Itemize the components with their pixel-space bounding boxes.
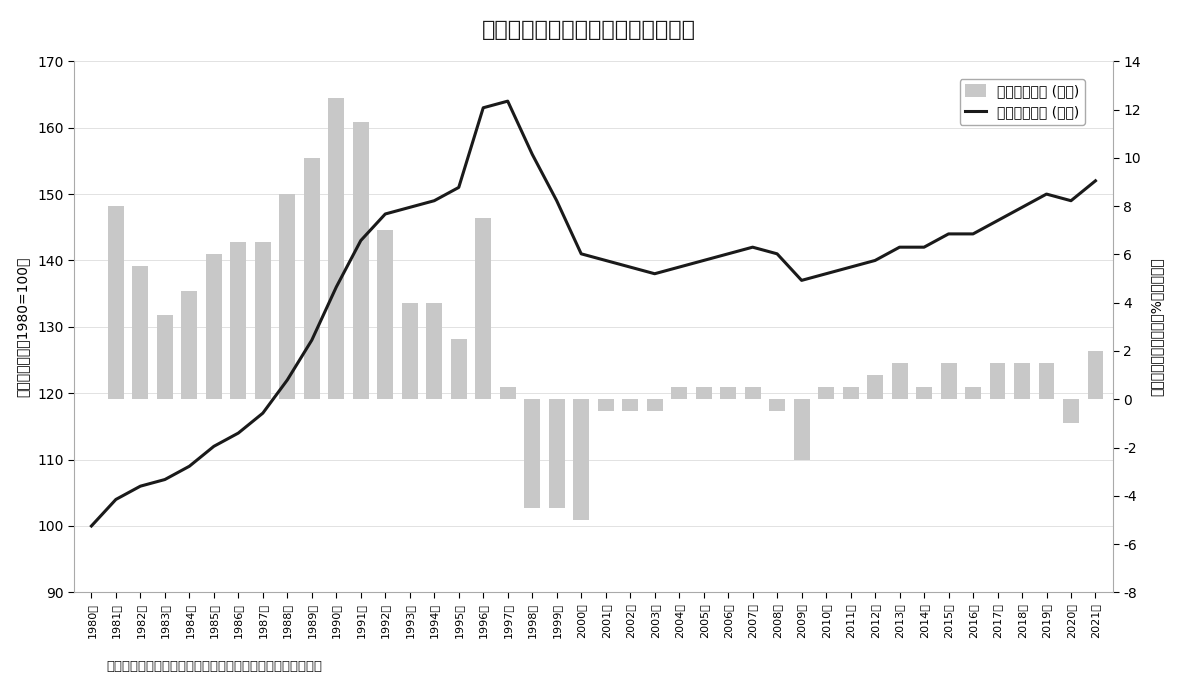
Bar	[1014, 363, 1030, 399]
Bar	[1087, 351, 1104, 399]
Legend: 前年比変化率 (右軸), 小売業販売額 (左軸): 前年比変化率 (右軸), 小売業販売額 (左軸)	[960, 79, 1085, 125]
Bar	[377, 231, 393, 399]
Bar	[304, 158, 319, 399]
Bar	[499, 387, 516, 399]
Bar	[549, 399, 564, 508]
Bar	[157, 315, 173, 399]
Bar	[892, 363, 907, 399]
Bar	[794, 399, 809, 460]
Bar	[867, 375, 884, 399]
Bar	[451, 339, 466, 399]
Text: 図表１：日本の小売業販売額の推移: 図表１：日本の小売業販売額の推移	[482, 20, 696, 40]
Bar	[279, 194, 296, 399]
Bar	[671, 387, 687, 399]
Bar	[524, 399, 541, 508]
Bar	[206, 254, 221, 399]
Bar	[426, 303, 442, 399]
Bar	[353, 122, 369, 399]
Bar	[108, 206, 124, 399]
Bar	[622, 399, 638, 411]
Bar	[1063, 399, 1079, 424]
Bar	[254, 242, 271, 399]
Bar	[574, 399, 589, 520]
Bar	[475, 218, 491, 399]
Bar	[1039, 363, 1054, 399]
Y-axis label: 小売業販売額変化率（%，前年比）: 小売業販売額変化率（%，前年比）	[1149, 258, 1163, 396]
Bar	[744, 387, 761, 399]
Bar	[819, 387, 834, 399]
Bar	[769, 399, 785, 411]
Bar	[402, 303, 418, 399]
Bar	[132, 267, 148, 399]
Bar	[842, 387, 859, 399]
Bar	[965, 387, 981, 399]
Bar	[696, 387, 712, 399]
Bar	[990, 363, 1006, 399]
Text: 出所：経済産業省のデータをもとにニッセイ基礎研究所作成: 出所：経済産業省のデータをもとにニッセイ基礎研究所作成	[106, 660, 322, 673]
Bar	[181, 290, 197, 399]
Bar	[647, 399, 662, 411]
Bar	[329, 97, 344, 399]
Bar	[597, 399, 614, 411]
Bar	[916, 387, 932, 399]
Bar	[720, 387, 736, 399]
Y-axis label: 小売業販売額（1980=100）: 小売業販売額（1980=100）	[15, 256, 29, 397]
Bar	[940, 363, 957, 399]
Bar	[231, 242, 246, 399]
